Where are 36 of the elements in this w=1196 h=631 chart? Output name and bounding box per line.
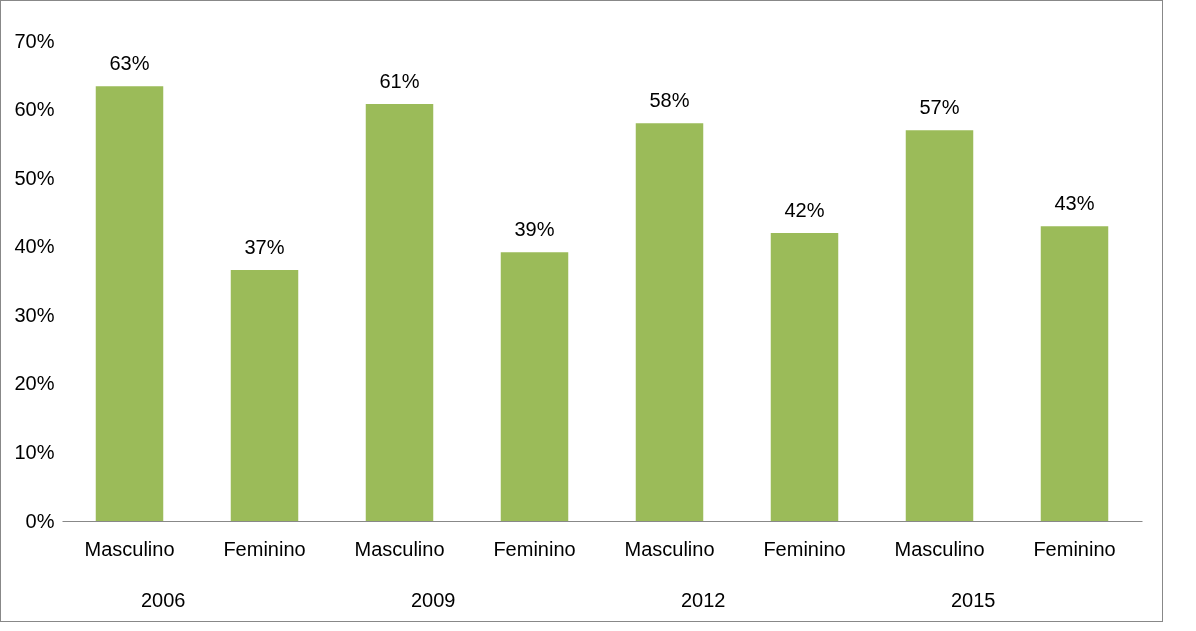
bar — [635, 123, 704, 521]
text: 2012 — [681, 589, 726, 611]
x-tick-label: Feminino — [493, 537, 576, 560]
x-tick-label: Masculino — [624, 537, 715, 560]
bar — [365, 104, 434, 521]
y-tick-label: 60% — [14, 98, 55, 121]
text: 2009 — [411, 589, 456, 611]
data-label: 37% — [244, 236, 285, 259]
bar — [1040, 226, 1109, 521]
y-tick-label: 0% — [25, 509, 55, 532]
y-tick-label: 20% — [14, 372, 55, 395]
bar — [500, 252, 569, 521]
text: 2015 — [951, 589, 996, 611]
x-tick-label: Feminino — [1033, 537, 1116, 560]
data-label: 61% — [379, 70, 420, 93]
data-label: 42% — [784, 199, 825, 221]
x-tick-label: Feminino — [223, 537, 306, 560]
y-tick-label: 70% — [14, 29, 55, 52]
y-tick-label: 40% — [14, 235, 55, 258]
data-label: 58% — [649, 89, 690, 112]
bar — [95, 86, 164, 521]
y-tick-label: 50% — [14, 166, 55, 189]
bar — [905, 130, 974, 521]
x-tick-label: Masculino — [84, 537, 175, 560]
y-tick-label: 30% — [14, 303, 55, 326]
text: 2006 — [141, 589, 186, 611]
y-tick-label: 10% — [14, 440, 55, 463]
data-label: 57% — [919, 96, 960, 119]
data-label: 43% — [1054, 192, 1095, 215]
data-label: 63% — [109, 52, 150, 75]
bar — [230, 270, 299, 521]
bar — [770, 233, 839, 521]
x-tick-label: Masculino — [894, 537, 985, 560]
data-label: 39% — [514, 218, 555, 241]
x-tick-label: Feminino — [763, 537, 846, 560]
x-tick-label: Masculino — [354, 537, 445, 560]
